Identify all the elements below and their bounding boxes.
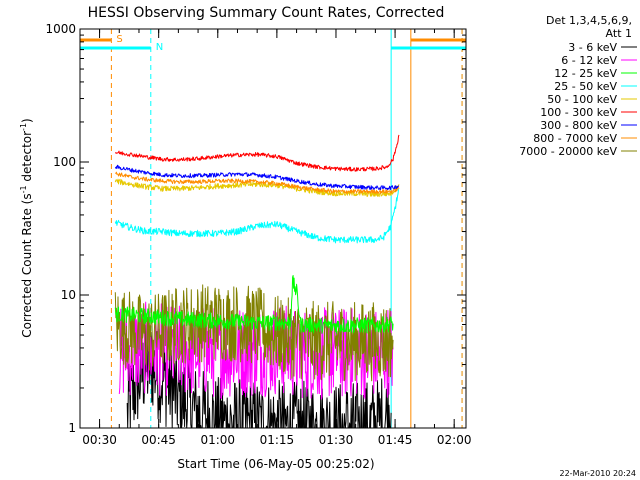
legend-label: 25 - 50 keV	[554, 80, 617, 93]
y-tick-label: 1000	[45, 22, 76, 36]
flag-bar-label: N	[156, 42, 163, 53]
legend-label: 7000 - 20000 keV	[519, 145, 617, 158]
chart-title: HESSI Observing Summary Count Rates, Cor…	[88, 5, 445, 21]
legend-label: 6 - 12 keV	[561, 54, 617, 67]
legend-label: 300 - 800 keV	[540, 119, 617, 132]
y-axis: 1 10 100 1000	[45, 22, 466, 435]
legend-label: 12 - 25 keV	[554, 67, 617, 80]
legend-label: 3 - 6 keV	[568, 41, 617, 54]
y-tick-label: 1	[68, 421, 76, 435]
series-line	[114, 189, 400, 244]
flag-bars: SN	[80, 34, 466, 53]
y-tick-label: 10	[61, 288, 76, 302]
flag-bar-label: S	[116, 34, 122, 45]
x-tick-label: 02:00	[437, 433, 472, 447]
y-axis-label: Corrected Count Rate (s-1 detector-1)	[19, 118, 34, 337]
legend-header-line1: Det 1,3,4,5,6,9,	[546, 14, 632, 27]
series-line	[115, 171, 400, 194]
series-layer	[114, 134, 400, 429]
series-line	[114, 178, 400, 198]
legend-label: 800 - 7000 keV	[533, 132, 617, 145]
legend-header-line2: Att 1	[606, 27, 632, 40]
x-axis: 00:30 00:45 01:00 01:15 01:30 01:45 02:00	[82, 29, 471, 447]
series-line	[114, 275, 394, 334]
legend-label: 50 - 100 keV	[547, 93, 617, 106]
x-tick-label: 00:30	[82, 433, 117, 447]
x-tick-label: 01:15	[260, 433, 295, 447]
legend-label: 100 - 300 keV	[540, 106, 617, 119]
x-tick-label: 01:45	[378, 433, 413, 447]
plot-frame	[79, 28, 467, 429]
x-tick-label: 00:45	[141, 433, 176, 447]
series-line	[114, 134, 400, 172]
x-tick-label: 01:30	[319, 433, 354, 447]
y-tick-label: 100	[53, 155, 76, 169]
timestamp: 22-Mar-2010 20:24	[560, 469, 637, 478]
x-axis-label: Start Time (06-May-05 00:25:02)	[177, 457, 374, 471]
series-line	[114, 164, 400, 191]
x-tick-label: 01:00	[200, 433, 235, 447]
